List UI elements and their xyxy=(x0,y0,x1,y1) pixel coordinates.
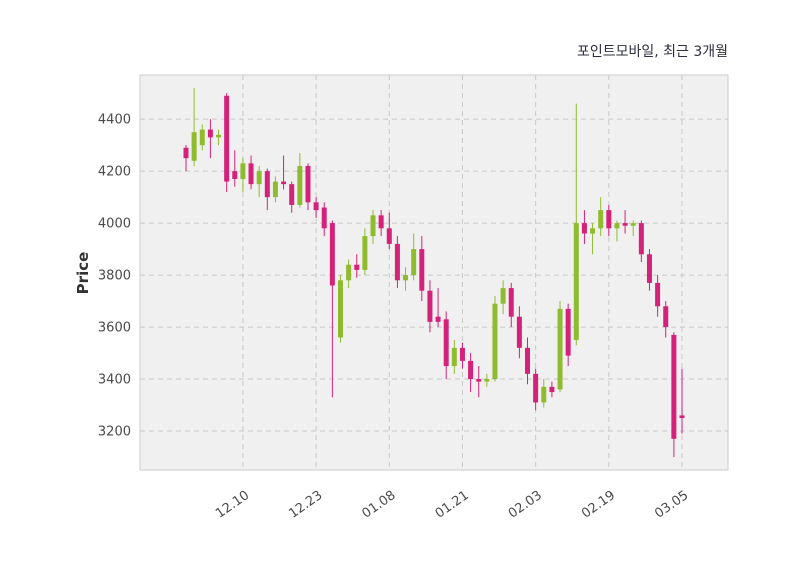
candle-body-down xyxy=(207,129,213,138)
candle-body-up xyxy=(216,134,222,138)
candle-body-down xyxy=(549,386,555,393)
candle-body-up xyxy=(590,228,596,234)
x-tick-label: 01.08 xyxy=(359,488,398,522)
candle-body-down xyxy=(533,373,539,403)
candle-body-down xyxy=(394,243,400,281)
candle-body-up xyxy=(541,386,547,403)
candle-body-up xyxy=(484,379,490,382)
candle-body-down xyxy=(525,347,531,374)
candle-body-down xyxy=(638,223,644,255)
y-tick-label: 3400 xyxy=(98,373,131,388)
candle-body-down xyxy=(622,223,628,226)
candle-body-down xyxy=(419,249,425,291)
candle-body-down xyxy=(386,228,392,244)
candle-body-down xyxy=(183,147,189,159)
y-tick-label: 3200 xyxy=(98,425,131,440)
candle-body-down xyxy=(671,334,677,439)
candle-body-down xyxy=(663,306,669,328)
y-tick-label: 4000 xyxy=(98,217,131,232)
candle-body-down xyxy=(443,319,449,367)
x-tick-label: 12.23 xyxy=(286,488,325,522)
candle-body-down xyxy=(655,282,661,307)
y-axis-label: Price xyxy=(74,252,92,295)
candles-layer xyxy=(183,87,685,458)
y-tick-label: 3800 xyxy=(98,269,131,284)
candle-body-up xyxy=(411,249,417,276)
candle-body-down xyxy=(435,316,441,322)
candle-body-down xyxy=(281,181,287,185)
candle-body-up xyxy=(346,264,352,281)
candle-body-up xyxy=(256,171,262,185)
candle-body-up xyxy=(557,308,563,390)
candle-body-down xyxy=(248,163,254,185)
plot-area xyxy=(139,74,729,471)
candle-body-up xyxy=(598,210,604,229)
candle-body-down xyxy=(329,223,335,286)
candle-body-down xyxy=(581,223,587,234)
candle-body-up xyxy=(573,223,579,341)
candle-body-up xyxy=(500,288,506,304)
candle-body-up xyxy=(362,236,368,270)
candle-body-up xyxy=(614,223,620,229)
candle-body-up xyxy=(492,303,498,380)
candle-body-up xyxy=(451,347,457,367)
candle-body-down xyxy=(516,316,522,348)
candle-body-up xyxy=(370,215,376,237)
candle-body-down xyxy=(565,308,571,356)
candle-body-down xyxy=(321,207,327,229)
x-tick-label: 01.21 xyxy=(433,488,472,522)
y-tick-label: 4400 xyxy=(98,113,131,128)
candle-body-down xyxy=(313,202,319,211)
y-tick-label: 4200 xyxy=(98,165,131,180)
candle-body-down xyxy=(354,264,360,270)
x-tick-label: 03.05 xyxy=(652,488,691,522)
plot-background-layer xyxy=(139,74,729,471)
x-tick-label: 02.19 xyxy=(579,488,618,522)
candle-body-down xyxy=(679,415,685,419)
y-tick-label: 3600 xyxy=(98,321,131,336)
candle-body-up xyxy=(191,132,197,161)
candle-body-up xyxy=(337,280,343,338)
candle-body-down xyxy=(646,254,652,283)
candle-body-down xyxy=(224,95,230,182)
candle-body-up xyxy=(630,223,636,226)
candle-body-down xyxy=(289,184,295,205)
x-tick-label: 02.03 xyxy=(506,488,545,522)
chart-title: 포인트모바일, 최근 3개월 xyxy=(577,44,728,60)
candle-body-up xyxy=(199,129,205,146)
x-tick-label: 12.10 xyxy=(213,488,252,522)
candle-body-down xyxy=(476,379,482,382)
candle-body-down xyxy=(427,290,433,322)
candle-body-down xyxy=(305,165,311,203)
candle-body-up xyxy=(272,181,278,198)
candle-body-down xyxy=(468,360,474,380)
candle-body-up xyxy=(403,275,409,281)
candle-body-down xyxy=(264,171,270,198)
candle-body-down xyxy=(459,347,465,361)
candle-body-up xyxy=(240,163,246,179)
gridline-layer xyxy=(140,75,728,470)
candle-body-up xyxy=(297,165,303,205)
candle-body-down xyxy=(232,171,238,179)
candle-body-down xyxy=(606,210,612,229)
candle-body-down xyxy=(508,288,514,317)
candle-body-down xyxy=(378,215,384,229)
